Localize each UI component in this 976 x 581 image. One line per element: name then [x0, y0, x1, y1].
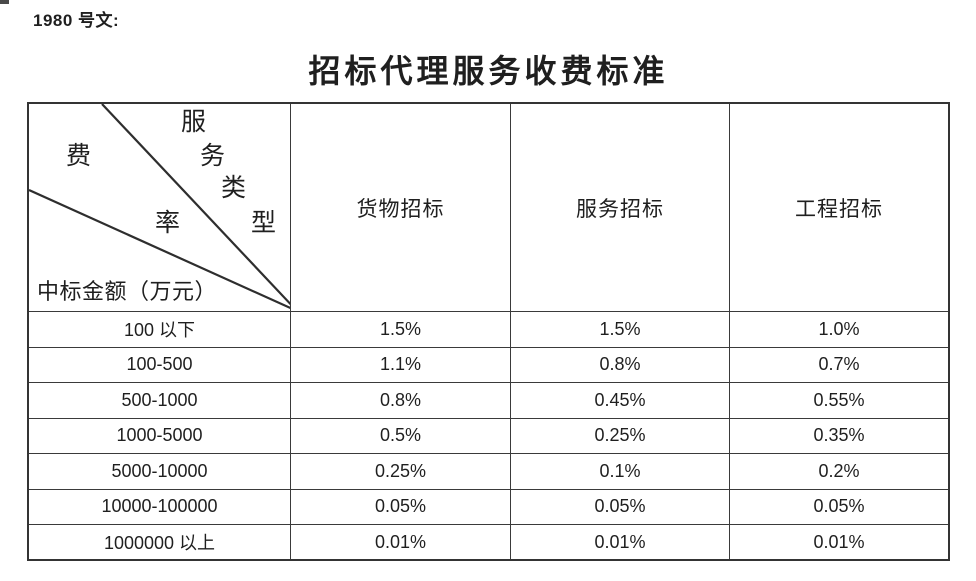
cell-goods: 1.1% [290, 346, 511, 383]
cell-goods: 0.05% [290, 488, 511, 525]
corner-label-service-char-2: 务 [200, 143, 226, 170]
table-row: 5000-10000 0.25% 0.1% 0.2% [27, 453, 950, 490]
corner-label-rate-char-1: 费 [66, 143, 92, 170]
cell-services: 1.5% [510, 311, 730, 348]
header-row: 服 务 类 型 费 率 中标金额（万元） 货物招标 服务招标 工程招标 [27, 102, 950, 312]
page-title: 招标代理服务收费标准 [308, 53, 669, 89]
table-row: 10000-100000 0.05% 0.05% 0.05% [27, 488, 950, 525]
cell-goods: 0.25% [290, 453, 511, 490]
column-header-services: 服务招标 [510, 102, 730, 312]
table-row: 100 以下 1.5% 1.5% 1.0% [27, 311, 950, 348]
scan-edge-artifact [0, 0, 9, 4]
table-row: 1000000 以上 0.01% 0.01% 0.01% [27, 524, 950, 561]
row-label: 5000-10000 [27, 453, 291, 490]
row-label: 500-1000 [27, 382, 291, 419]
fee-standard-table: 服 务 类 型 费 率 中标金额（万元） 货物招标 服务招标 工程招标 100 … [27, 102, 950, 561]
cell-engineering: 0.7% [729, 346, 950, 383]
column-header-engineering: 工程招标 [729, 102, 950, 312]
corner-cell: 服 务 类 型 费 率 中标金额（万元） [27, 102, 291, 312]
row-label: 10000-100000 [27, 488, 291, 525]
diagonal-divider-lines [29, 104, 290, 309]
doc-number-note: 1980 号文: [33, 11, 120, 30]
table-row: 1000-5000 0.5% 0.25% 0.35% [27, 417, 950, 454]
cell-goods: 1.5% [290, 311, 511, 348]
corner-label-rate-char-2: 率 [155, 210, 181, 237]
row-label: 100-500 [27, 346, 291, 383]
cell-services: 0.8% [510, 346, 730, 383]
cell-engineering: 0.55% [729, 382, 950, 419]
row-label: 100 以下 [27, 311, 291, 348]
corner-label-amount: 中标金额（万元） [37, 279, 218, 304]
corner-label-service-char-3: 类 [221, 175, 247, 202]
row-label: 1000000 以上 [27, 524, 291, 561]
cell-engineering: 0.05% [729, 488, 950, 525]
cell-services: 0.01% [510, 524, 730, 561]
row-label: 1000-5000 [27, 417, 291, 454]
column-header-goods: 货物招标 [290, 102, 511, 312]
table-row: 500-1000 0.8% 0.45% 0.55% [27, 382, 950, 419]
cell-engineering: 0.2% [729, 453, 950, 490]
cell-goods: 0.01% [290, 524, 511, 561]
cell-engineering: 0.35% [729, 417, 950, 454]
cell-goods: 0.5% [290, 417, 511, 454]
table-row: 100-500 1.1% 0.8% 0.7% [27, 346, 950, 383]
cell-engineering: 0.01% [729, 524, 950, 561]
corner-cell-inner: 服 务 类 型 费 率 中标金额（万元） [29, 104, 290, 311]
corner-label-service-char-4: 型 [251, 210, 277, 237]
cell-services: 0.45% [510, 382, 730, 419]
cell-services: 0.1% [510, 453, 730, 490]
cell-engineering: 1.0% [729, 311, 950, 348]
cell-services: 0.05% [510, 488, 730, 525]
cell-goods: 0.8% [290, 382, 511, 419]
corner-label-service-char-1: 服 [181, 109, 207, 136]
cell-services: 0.25% [510, 417, 730, 454]
